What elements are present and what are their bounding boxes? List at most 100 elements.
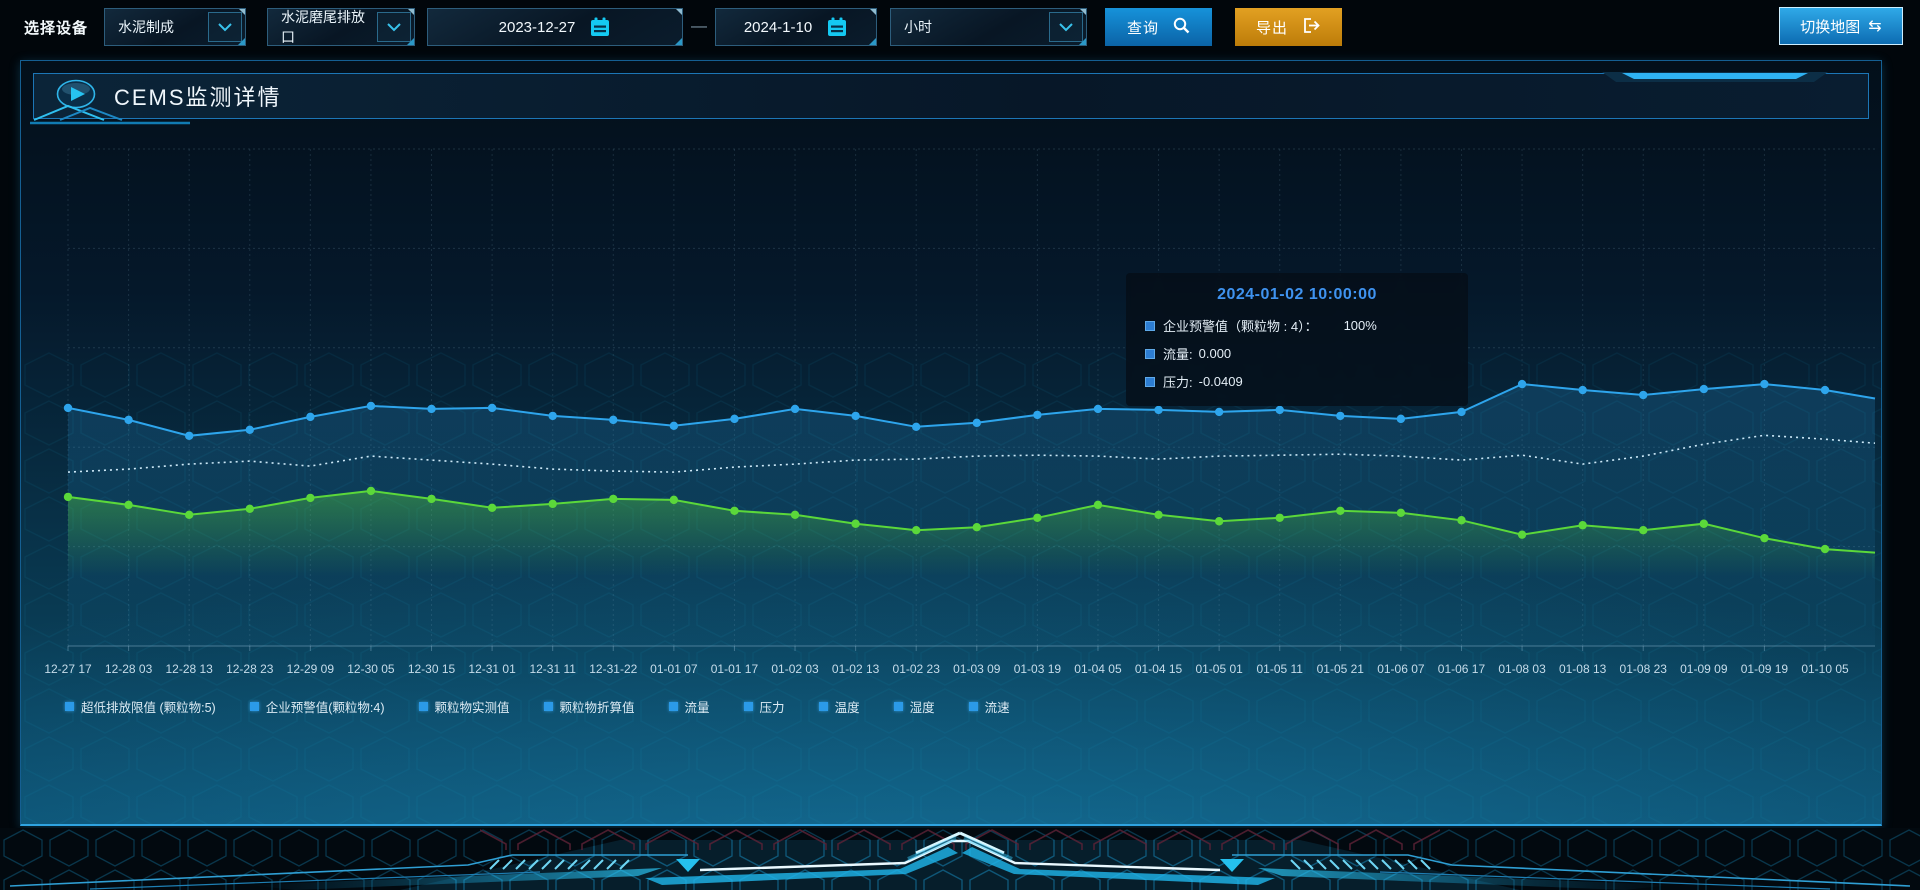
tooltip-row-value: 100% bbox=[1343, 318, 1377, 333]
query-button-label: 查询 bbox=[1127, 19, 1160, 37]
legend-marker-icon bbox=[668, 702, 678, 711]
x-axis-label: 01-06 07 bbox=[1377, 662, 1425, 676]
chevron-down-icon[interactable] bbox=[1049, 12, 1084, 42]
chart-tooltip: 2024-01-02 10:00:00 企业预警值（颗粒物 : 4）： 100% 流… bbox=[1126, 273, 1468, 406]
x-axis-label: 12-30 05 bbox=[347, 662, 395, 676]
x-axis-label: 01-08 03 bbox=[1498, 662, 1546, 676]
x-axis-label: 12-27 17 bbox=[45, 662, 92, 676]
legend-marker-icon bbox=[418, 702, 428, 711]
legend-item[interactable]: 湿度 bbox=[893, 697, 935, 716]
x-axis-label: 12-28 03 bbox=[105, 662, 153, 676]
tooltip-row: 企业预警值（颗粒物 : 4）： 100% bbox=[1145, 316, 1448, 335]
x-axis-label: 12-31 01 bbox=[468, 662, 516, 676]
tooltip-timestamp: 2024-01-02 10:00:00 bbox=[1217, 286, 1377, 303]
footer-decoration bbox=[0, 828, 1920, 890]
legend-item-label: 流速 bbox=[984, 701, 1010, 715]
calendar-icon[interactable] bbox=[589, 16, 611, 38]
export-icon bbox=[1302, 17, 1321, 38]
x-axis-label: 01-01 07 bbox=[650, 662, 698, 676]
series-marker-icon bbox=[1145, 320, 1155, 331]
calendar-icon[interactable] bbox=[826, 16, 848, 38]
x-axis-label: 01-04 05 bbox=[1074, 662, 1122, 676]
x-axis-label: 01-01 17 bbox=[711, 662, 759, 676]
date-range-separator: — bbox=[691, 18, 708, 35]
tooltip-row-value: 0.000 bbox=[1198, 346, 1232, 361]
granularity-select-value: 小时 bbox=[904, 19, 933, 35]
panel-header: CEMS监测详情 bbox=[30, 72, 1869, 125]
export-button[interactable]: 导出 bbox=[1235, 8, 1343, 46]
legend-item[interactable]: 流量 bbox=[668, 697, 710, 716]
query-button[interactable]: 查询 bbox=[1105, 8, 1213, 46]
x-axis-label: 01-05 01 bbox=[1195, 662, 1243, 676]
x-axis-label: 12-30 15 bbox=[408, 662, 456, 676]
export-button-label: 导出 bbox=[1256, 19, 1289, 37]
legend-marker-icon bbox=[893, 702, 903, 711]
legend-item-label: 温度 bbox=[834, 701, 860, 715]
legend-item[interactable]: 超低排放限值 (颗粒物:5) bbox=[65, 697, 216, 716]
legend-item-label: 湿度 bbox=[909, 701, 935, 715]
legend-item[interactable]: 温度 bbox=[818, 697, 860, 716]
chevron-down-icon[interactable] bbox=[208, 12, 243, 42]
top-toolbar: 选择设备 水泥制成 水泥磨尾排放口 2023-12-27 — 2024-1-10 bbox=[0, 7, 1920, 47]
x-axis-label: 01-09 09 bbox=[1680, 662, 1728, 676]
device-group-select[interactable]: 水泥制成 bbox=[104, 8, 247, 46]
x-axis-label: 01-09 19 bbox=[1741, 662, 1789, 676]
panel-title: CEMS监测详情 bbox=[114, 85, 282, 110]
legend-item[interactable]: 流速 bbox=[968, 697, 1010, 716]
tooltip-row-label: 流量: bbox=[1163, 347, 1193, 362]
tooltip-row-value: -0.0409 bbox=[1198, 374, 1243, 389]
series-marker-icon bbox=[1145, 348, 1155, 359]
switch-map-label: 切换地图 bbox=[1800, 18, 1861, 36]
legend-item-label: 颗粒物折算值 bbox=[559, 701, 635, 715]
legend-item[interactable]: 企业预警值(颗粒物:4) bbox=[249, 697, 385, 716]
legend-item-label: 企业预警值(颗粒物:4) bbox=[265, 701, 385, 715]
x-axis-label: 01-03 09 bbox=[953, 662, 1001, 676]
legend-item[interactable]: 颗粒物实测值 bbox=[418, 697, 510, 716]
x-axis-label: 01-02 13 bbox=[832, 662, 880, 676]
x-axis-label: 01-10 05 bbox=[1801, 662, 1849, 676]
legend-item[interactable]: 颗粒物折算值 bbox=[543, 697, 635, 716]
device-group-select-value: 水泥制成 bbox=[118, 19, 175, 35]
x-axis-label: 01-05 21 bbox=[1317, 662, 1365, 676]
start-date-value: 2023-12-27 bbox=[498, 18, 576, 36]
x-axis-label: 12-28 23 bbox=[226, 662, 274, 676]
x-axis-label: 01-06 17 bbox=[1438, 662, 1486, 676]
search-icon bbox=[1173, 17, 1190, 38]
tooltip-row: 压力: -0.0409 bbox=[1145, 372, 1448, 391]
switch-map-button[interactable]: 切换地图 ⇆ bbox=[1779, 7, 1903, 45]
outlet-select[interactable]: 水泥磨尾排放口 bbox=[267, 8, 416, 46]
legend-item-label: 颗粒物实测值 bbox=[434, 701, 510, 715]
series-marker-icon bbox=[1145, 376, 1155, 387]
x-axis-label: 12-31-22 bbox=[589, 662, 637, 676]
legend-marker-icon bbox=[543, 702, 553, 711]
legend-marker-icon bbox=[249, 702, 259, 711]
legend-marker-icon bbox=[65, 702, 74, 711]
legend-marker-icon bbox=[743, 702, 753, 711]
x-axis-label: 01-05 11 bbox=[1256, 662, 1303, 676]
legend-item[interactable]: 压力 bbox=[743, 697, 785, 716]
legend-item-label: 压力 bbox=[759, 701, 785, 715]
end-date-picker[interactable]: 2024-1-10 bbox=[715, 8, 878, 46]
x-axis-label: 01-02 03 bbox=[771, 662, 819, 676]
x-axis-label: 01-08 23 bbox=[1620, 662, 1668, 676]
legend-marker-icon bbox=[968, 702, 978, 711]
x-axis-label: 01-08 13 bbox=[1559, 662, 1607, 676]
outlet-select-value: 水泥磨尾排放口 bbox=[281, 9, 366, 45]
start-date-picker[interactable]: 2023-12-27 bbox=[427, 8, 684, 46]
play-icon[interactable] bbox=[56, 79, 96, 114]
tooltip-row-label: 压力: bbox=[1163, 375, 1193, 390]
swap-arrows-icon: ⇆ bbox=[1868, 18, 1882, 35]
chevron-down-icon[interactable] bbox=[377, 12, 412, 42]
x-axis-label: 01-04 15 bbox=[1135, 662, 1183, 676]
cems-line-chart[interactable]: 12-27 17 12-28 03 12-28 13 12-28 23 12-29 09… bbox=[44, 145, 1879, 705]
x-axis-label: 01-02 23 bbox=[893, 662, 941, 676]
legend-item-label: 流量 bbox=[684, 701, 710, 715]
tooltip-row-label: 企业预警值（颗粒物 : 4）： bbox=[1163, 319, 1318, 334]
end-date-value: 2024-1-10 bbox=[743, 18, 813, 36]
x-axis-label: 12-29 09 bbox=[287, 662, 335, 676]
granularity-select[interactable]: 小时 bbox=[890, 8, 1088, 46]
tooltip-row: 流量: 0.000 bbox=[1145, 344, 1448, 363]
header-notch-decoration bbox=[1602, 72, 1828, 82]
legend-item-label: 超低排放限值 (颗粒物:5) bbox=[81, 701, 216, 715]
x-axis-label: 12-31 11 bbox=[529, 662, 576, 676]
